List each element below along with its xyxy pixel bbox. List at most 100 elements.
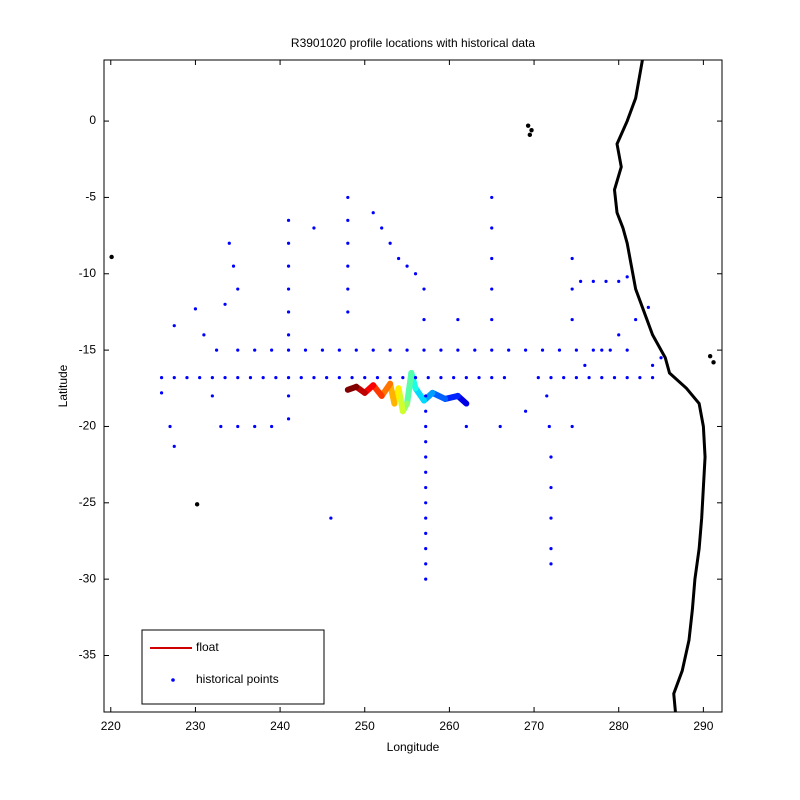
historical-point [477,376,481,380]
historical-point [286,310,291,314]
historical-point [397,256,401,261]
historical-point [168,424,172,429]
historical-point [617,333,621,337]
historical-point [424,394,428,398]
historical-point [346,264,350,268]
historical-point [591,348,595,352]
historical-point [570,424,574,429]
historical-point [638,376,642,380]
historical-point [422,348,426,352]
historical-point [227,241,231,245]
y-tick-label: -15 [79,342,97,356]
historical-point [286,376,291,380]
historical-point [286,417,291,421]
historical-point [312,226,316,230]
historical-point [659,356,663,360]
historical-point [426,376,430,380]
historical-point [303,348,308,352]
historical-point [325,376,329,380]
y-tick-label: 0 [89,113,96,127]
historical-point [617,279,621,284]
x-axis-label: Longitude [387,740,440,754]
historical-point [286,333,291,337]
historical-point [490,195,494,200]
y-tick-label: -5 [85,190,96,204]
y-tick-label: -30 [79,571,97,585]
historical-point [405,264,409,268]
historical-point [248,376,253,380]
historical-point [159,376,164,380]
historical-point [337,348,341,352]
historical-point [210,376,214,380]
legend-box [141,629,325,705]
historical-point [650,376,655,380]
land-point [194,502,200,507]
land-point [711,360,716,365]
historical-point [198,376,202,380]
historical-point [540,348,545,352]
x-tick-label: 270 [524,719,544,733]
historical-point [498,424,502,429]
historical-point [570,287,574,291]
historical-point [549,376,553,380]
historical-point [388,376,392,380]
historical-point [346,218,350,222]
historical-point [236,376,240,380]
historical-point [253,424,257,429]
float-track-segment [344,383,360,393]
historical-point [231,264,236,268]
historical-point [185,376,189,380]
plot-area [109,60,716,712]
historical-point [346,310,350,314]
historical-point [159,391,164,395]
historical-point [270,424,274,429]
historical-point [172,444,176,448]
historical-point [270,348,274,352]
y-axis-label: Latitude [56,364,70,407]
historical-point [346,195,350,200]
historical-point [424,409,428,413]
historical-point [490,287,494,291]
historical-point [549,516,553,520]
historical-point [350,376,354,380]
historical-point [223,302,227,306]
historical-point [464,424,468,429]
land-point [529,128,534,133]
historical-point [452,376,456,380]
historical-point [490,226,494,230]
historical-point [363,376,367,380]
historical-point [346,287,350,291]
float-track-segment [404,370,415,407]
historical-point [604,279,608,284]
historical-point [570,256,574,261]
x-tick-label: 250 [355,719,375,733]
historical-point [456,348,460,352]
historical-point [261,376,265,380]
historical-point [375,376,380,380]
chart-title: R3901020 profile locations with historic… [291,36,535,50]
historical-point [286,287,291,291]
historical-point [329,516,333,520]
historical-point [193,307,198,311]
historical-point [502,376,507,380]
historical-point [202,333,206,337]
historical-point [456,317,460,322]
historical-point [299,376,303,380]
historical-point [320,348,325,352]
historical-point [424,470,428,474]
land-point [527,132,533,138]
legend-swatch [171,678,175,682]
historical-point [625,376,629,380]
x-tick-label: 230 [185,719,205,733]
historical-point [507,348,511,352]
historical-point [579,279,583,284]
historical-point [424,547,428,551]
y-tick-label: -20 [79,419,97,433]
x-tick-label: 220 [101,719,121,733]
historical-point [422,317,426,322]
historical-point [172,324,176,328]
historical-point [354,348,358,352]
historical-point [545,394,549,398]
historical-point [424,424,428,429]
